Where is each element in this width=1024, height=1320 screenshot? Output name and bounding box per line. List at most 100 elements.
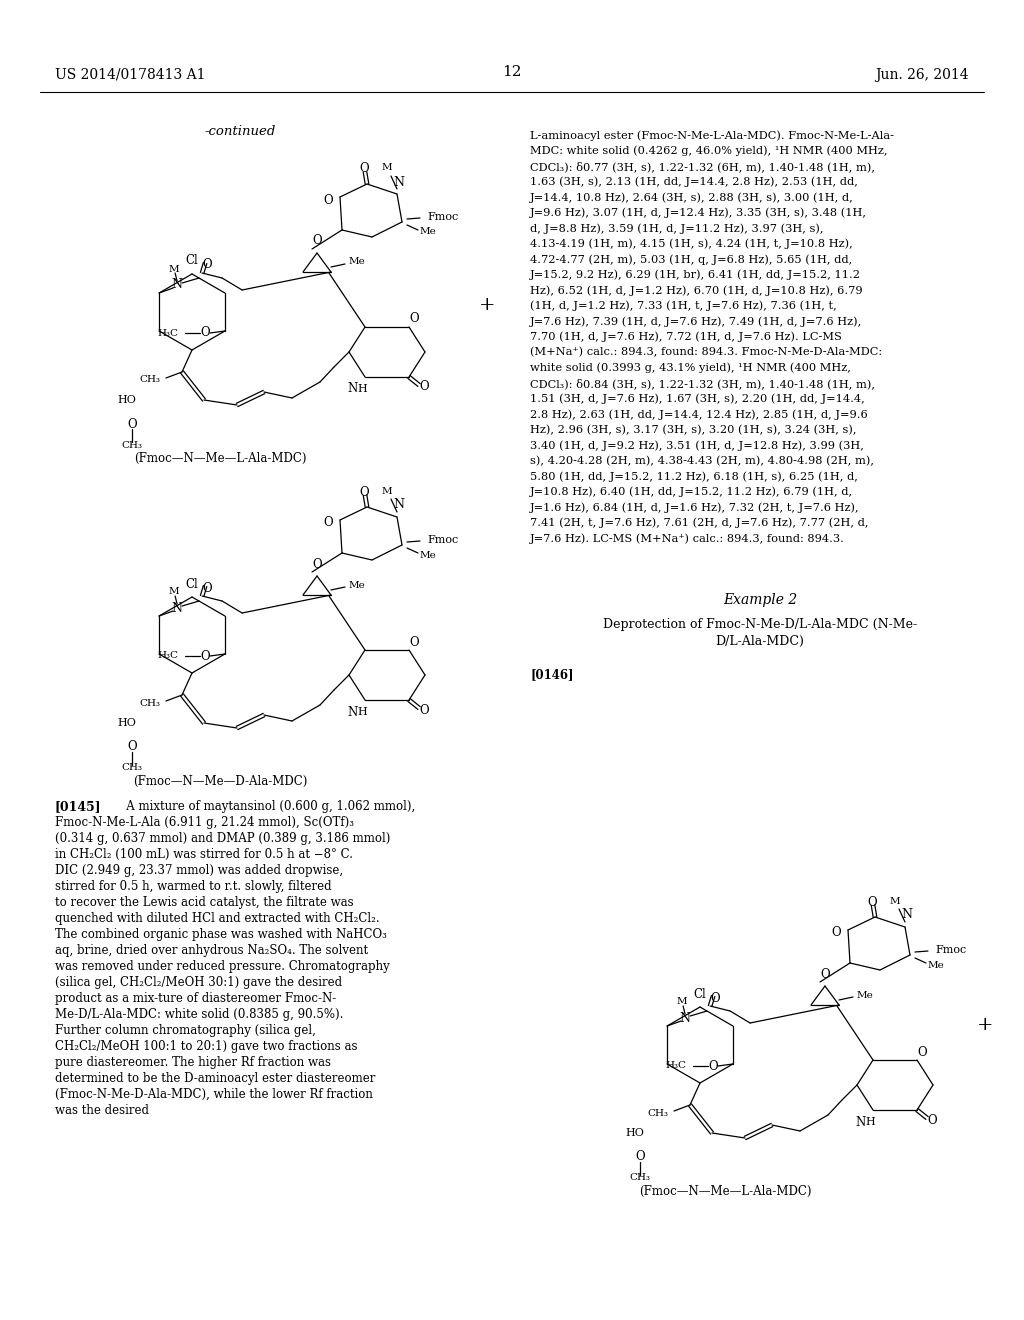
Text: O: O (711, 991, 720, 1005)
Text: [0146]: [0146] (530, 668, 573, 681)
Text: Hz), 6.52 (1H, d, J=1.2 Hz), 6.70 (1H, d, J=10.8 Hz), 6.79: Hz), 6.52 (1H, d, J=1.2 Hz), 6.70 (1H, d… (530, 285, 862, 296)
Text: 7.70 (1H, d, J=7.6 Hz), 7.72 (1H, d, J=7.6 Hz). LC-MS: 7.70 (1H, d, J=7.6 Hz), 7.72 (1H, d, J=7… (530, 331, 842, 342)
Text: O: O (867, 895, 877, 908)
Text: O: O (635, 1151, 645, 1163)
Text: quenched with diluted HCl and extracted with CH₂Cl₂.: quenched with diluted HCl and extracted … (55, 912, 380, 925)
Text: O: O (419, 704, 429, 717)
Text: CH₃: CH₃ (122, 763, 142, 772)
Text: N: N (172, 602, 182, 615)
Text: Me: Me (420, 550, 437, 560)
Text: determined to be the D-aminoacyl ester diastereomer: determined to be the D-aminoacyl ester d… (55, 1072, 376, 1085)
Text: N: N (393, 176, 404, 189)
Text: M: M (382, 164, 392, 173)
Text: Fmoc: Fmoc (427, 535, 459, 545)
Text: CH₃: CH₃ (647, 1109, 668, 1118)
Text: O: O (831, 927, 841, 940)
Text: CDCl₃): δ0.77 (3H, s), 1.22-1.32 (6H, m), 1.40-1.48 (1H, m),: CDCl₃): δ0.77 (3H, s), 1.22-1.32 (6H, m)… (530, 161, 874, 172)
Text: 3.40 (1H, d, J=9.2 Hz), 3.51 (1H, d, J=12.8 Hz), 3.99 (3H,: 3.40 (1H, d, J=9.2 Hz), 3.51 (1H, d, J=1… (530, 440, 864, 450)
Text: O: O (127, 741, 137, 754)
Text: 4.72-4.77 (2H, m), 5.03 (1H, q, J=6.8 Hz), 5.65 (1H, dd,: 4.72-4.77 (2H, m), 5.03 (1H, q, J=6.8 Hz… (530, 253, 852, 264)
Text: Me: Me (857, 990, 873, 999)
Text: O: O (419, 380, 429, 393)
Text: O: O (324, 516, 333, 529)
Text: O: O (200, 326, 210, 339)
Text: H₃C: H₃C (666, 1061, 687, 1071)
Text: M: M (169, 587, 179, 597)
Text: Me: Me (420, 227, 437, 236)
Text: CDCl₃): δ0.84 (3H, s), 1.22-1.32 (3H, m), 1.40-1.48 (1H, m),: CDCl₃): δ0.84 (3H, s), 1.22-1.32 (3H, m)… (530, 378, 874, 389)
Text: O: O (312, 557, 322, 570)
Text: M: M (169, 264, 179, 273)
Text: (M+Na⁺) calc.: 894.3, found: 894.3. Fmoc-N-Me-D-Ala-MDC:: (M+Na⁺) calc.: 894.3, found: 894.3. Fmoc… (530, 347, 882, 358)
Text: aq, brine, dried over anhydrous Na₂SO₄. The solvent: aq, brine, dried over anhydrous Na₂SO₄. … (55, 944, 368, 957)
Text: O: O (927, 1114, 937, 1126)
Text: in CH₂Cl₂ (100 mL) was stirred for 0.5 h at −8° C.: in CH₂Cl₂ (100 mL) was stirred for 0.5 h… (55, 847, 353, 861)
Text: N: N (348, 383, 358, 396)
Text: The combined organic phase was washed with NaHCO₃: The combined organic phase was washed wi… (55, 928, 387, 941)
Text: O: O (200, 649, 210, 663)
Text: J=1.6 Hz), 6.84 (1H, d, J=1.6 Hz), 7.32 (2H, t, J=7.6 Hz),: J=1.6 Hz), 6.84 (1H, d, J=1.6 Hz), 7.32 … (530, 502, 859, 512)
Text: O: O (359, 486, 369, 499)
Text: O: O (359, 162, 369, 176)
Text: HO: HO (118, 718, 136, 729)
Text: H₃C: H₃C (158, 329, 179, 338)
Text: CH₃: CH₃ (139, 375, 160, 384)
Text: H: H (357, 708, 367, 717)
Text: Hz), 2.96 (3H, s), 3.17 (3H, s), 3.20 (1H, s), 3.24 (3H, s),: Hz), 2.96 (3H, s), 3.17 (3H, s), 3.20 (1… (530, 425, 856, 434)
Text: CH₃: CH₃ (139, 698, 160, 708)
Text: O: O (203, 582, 212, 594)
Text: Example 2: Example 2 (723, 593, 797, 607)
Text: O: O (203, 259, 212, 272)
Text: M: M (890, 896, 900, 906)
Text: J=9.6 Hz), 3.07 (1H, d, J=12.4 Hz), 3.35 (3H, s), 3.48 (1H,: J=9.6 Hz), 3.07 (1H, d, J=12.4 Hz), 3.35… (530, 207, 867, 218)
Text: CH₂Cl₂/MeOH 100:1 to 20:1) gave two fractions as: CH₂Cl₂/MeOH 100:1 to 20:1) gave two frac… (55, 1040, 357, 1053)
Text: HO: HO (118, 395, 136, 405)
Text: Further column chromatography (silica gel,: Further column chromatography (silica ge… (55, 1024, 315, 1038)
Text: J=10.8 Hz), 6.40 (1H, dd, J=15.2, 11.2 Hz), 6.79 (1H, d,: J=10.8 Hz), 6.40 (1H, dd, J=15.2, 11.2 H… (530, 487, 853, 498)
Text: N: N (393, 499, 404, 511)
Text: Fmoc: Fmoc (427, 213, 459, 222)
Text: pure diastereomer. The higher Rf fraction was: pure diastereomer. The higher Rf fractio… (55, 1056, 331, 1069)
Text: O: O (410, 635, 419, 648)
Text: A mixture of maytansinol (0.600 g, 1.062 mmol),: A mixture of maytansinol (0.600 g, 1.062… (115, 800, 416, 813)
Text: L-aminoacyl ester (Fmoc-N-Me-L-Ala-MDC). Fmoc-N-Me-L-Ala-: L-aminoacyl ester (Fmoc-N-Me-L-Ala-MDC).… (530, 129, 894, 140)
Text: 1.51 (3H, d, J=7.6 Hz), 1.67 (3H, s), 2.20 (1H, dd, J=14.4,: 1.51 (3H, d, J=7.6 Hz), 1.67 (3H, s), 2.… (530, 393, 864, 404)
Text: [0145]: [0145] (55, 800, 101, 813)
Text: N: N (856, 1115, 866, 1129)
Text: O: O (127, 417, 137, 430)
Text: N: N (348, 705, 358, 718)
Text: US 2014/0178413 A1: US 2014/0178413 A1 (55, 69, 206, 82)
Text: 7.41 (2H, t, J=7.6 Hz), 7.61 (2H, d, J=7.6 Hz), 7.77 (2H, d,: 7.41 (2H, t, J=7.6 Hz), 7.61 (2H, d, J=7… (530, 517, 868, 528)
Text: J=14.4, 10.8 Hz), 2.64 (3H, s), 2.88 (3H, s), 3.00 (1H, d,: J=14.4, 10.8 Hz), 2.64 (3H, s), 2.88 (3H… (530, 191, 854, 202)
Text: +: + (479, 296, 496, 314)
Text: white solid (0.3993 g, 43.1% yield), ¹H NMR (400 MHz,: white solid (0.3993 g, 43.1% yield), ¹H … (530, 363, 851, 374)
Text: 5.80 (1H, dd, J=15.2, 11.2 Hz), 6.18 (1H, s), 6.25 (1H, d,: 5.80 (1H, dd, J=15.2, 11.2 Hz), 6.18 (1H… (530, 471, 858, 482)
Text: +: + (977, 1016, 993, 1034)
Text: HO: HO (626, 1129, 644, 1138)
Text: Me: Me (928, 961, 945, 969)
Text: DIC (2.949 g, 23.37 mmol) was added dropwise,: DIC (2.949 g, 23.37 mmol) was added drop… (55, 865, 343, 876)
Text: Me-D/L-Ala-MDC: white solid (0.8385 g, 90.5%).: Me-D/L-Ala-MDC: white solid (0.8385 g, 9… (55, 1008, 343, 1020)
Text: J=7.6 Hz). LC-MS (M+Na⁺) calc.: 894.3, found: 894.3.: J=7.6 Hz). LC-MS (M+Na⁺) calc.: 894.3, f… (530, 533, 845, 544)
Text: Me: Me (349, 257, 366, 267)
Text: O: O (410, 313, 419, 326)
Text: (silica gel, CH₂Cl₂/MeOH 30:1) gave the desired: (silica gel, CH₂Cl₂/MeOH 30:1) gave the … (55, 975, 342, 989)
Text: Me: Me (349, 581, 366, 590)
Text: (Fmoc-N-Me-D-Ala-MDC), while the lower Rf fraction: (Fmoc-N-Me-D-Ala-MDC), while the lower R… (55, 1088, 373, 1101)
Text: 12: 12 (502, 65, 522, 79)
Text: Deprotection of Fmoc-N-Me-D/L-Ala-MDC (N-Me-: Deprotection of Fmoc-N-Me-D/L-Ala-MDC (N… (603, 618, 918, 631)
Text: Jun. 26, 2014: Jun. 26, 2014 (876, 69, 969, 82)
Text: M: M (382, 487, 392, 495)
Text: H: H (357, 384, 367, 393)
Text: O: O (312, 235, 322, 248)
Text: (Fmoc—N—Me—D-Ala-MDC): (Fmoc—N—Me—D-Ala-MDC) (133, 775, 307, 788)
Text: 2.8 Hz), 2.63 (1H, dd, J=14.4, 12.4 Hz), 2.85 (1H, d, J=9.6: 2.8 Hz), 2.63 (1H, dd, J=14.4, 12.4 Hz),… (530, 409, 867, 420)
Text: Fmoc-N-Me-L-Ala (6.911 g, 21.24 mmol), Sc(OTf)₃: Fmoc-N-Me-L-Ala (6.911 g, 21.24 mmol), S… (55, 816, 354, 829)
Text: MDC: white solid (0.4262 g, 46.0% yield), ¹H NMR (400 MHz,: MDC: white solid (0.4262 g, 46.0% yield)… (530, 145, 888, 156)
Text: CH₃: CH₃ (630, 1173, 650, 1183)
Text: Cl: Cl (185, 255, 199, 268)
Text: to recover the Lewis acid catalyst, the filtrate was: to recover the Lewis acid catalyst, the … (55, 896, 353, 909)
Text: N: N (680, 1011, 690, 1024)
Text: O: O (324, 194, 333, 206)
Text: O: O (918, 1045, 927, 1059)
